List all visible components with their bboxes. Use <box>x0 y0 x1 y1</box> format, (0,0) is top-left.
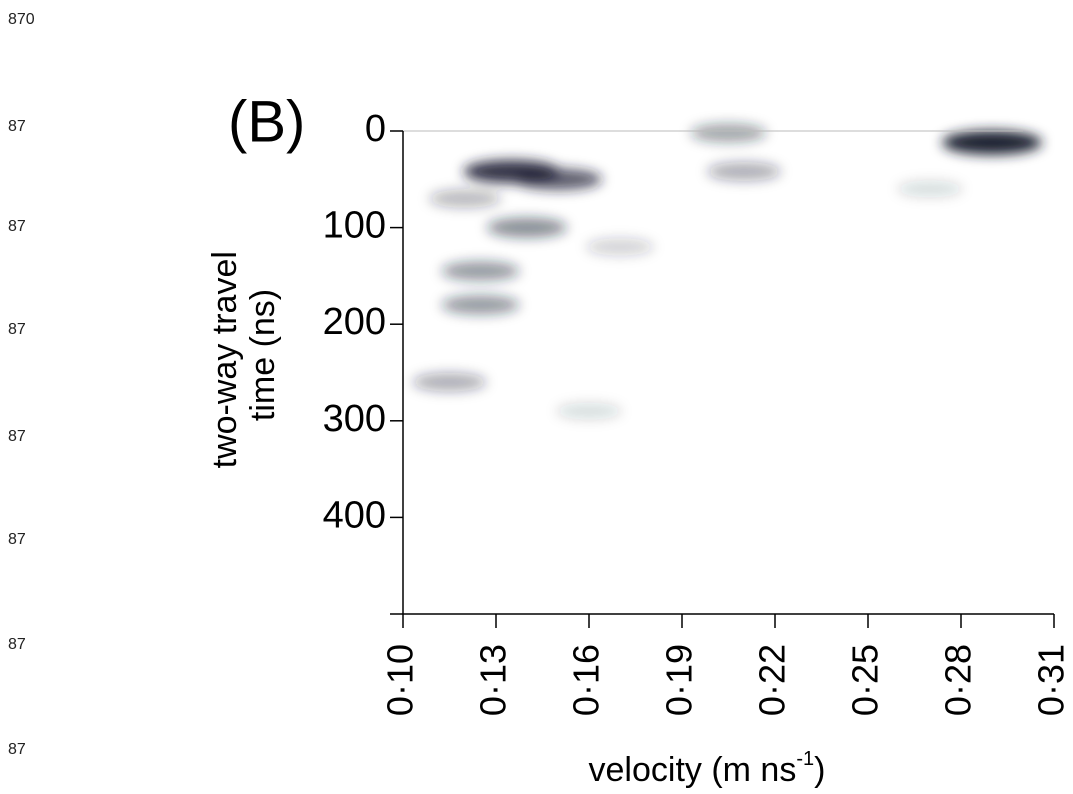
y-axis-label-line: two-way travel <box>206 251 244 468</box>
y-axis-label-line: time (ns) <box>244 289 282 421</box>
x-tick-label: 0·22 <box>752 644 793 716</box>
x-tick-label: 0·31 <box>1031 644 1072 716</box>
x-tick-label: 0·16 <box>566 644 607 716</box>
heat-cell <box>690 123 767 143</box>
y-tick-label: 400 <box>323 494 386 536</box>
panel-label: (B) <box>228 89 305 154</box>
heat-cell <box>441 261 520 281</box>
line-number: 87 <box>8 118 26 135</box>
heat-cell <box>514 168 602 191</box>
x-tick-label: 0·19 <box>659 644 700 716</box>
x-axis-label-sup: -1 <box>796 748 814 770</box>
line-number: 87 <box>8 218 26 235</box>
line-number: 87 <box>8 321 26 338</box>
line-number: 870 <box>8 11 35 28</box>
heatmap <box>412 123 1042 420</box>
line-number: 87 <box>8 428 26 445</box>
x-axis-label-text: velocity (m ns <box>589 751 797 789</box>
heat-cell <box>412 372 487 392</box>
heat-cell <box>897 180 963 198</box>
x-tick-label: 0·13 <box>473 644 514 716</box>
y-tick-label: 300 <box>323 398 386 440</box>
line-number: 87 <box>8 741 26 758</box>
line-number: 87 <box>8 531 26 548</box>
x-axis-label-end: ) <box>814 751 825 789</box>
y-tick-label: 200 <box>323 301 386 343</box>
line-number: 87 <box>8 636 26 653</box>
x-tick-label: 0·25 <box>845 644 886 716</box>
x-tick-label: 0·10 <box>380 644 421 716</box>
heat-cell <box>441 295 520 315</box>
y-tick-label: 100 <box>323 205 386 247</box>
heat-cell <box>556 402 622 420</box>
heat-cell <box>586 238 654 256</box>
heat-cell <box>487 217 567 238</box>
x-tick-label: 0·28 <box>938 644 979 716</box>
y-tick-label: 0 <box>365 108 386 150</box>
y-axis-label: two-way travel time (ns) <box>206 242 282 469</box>
x-axis-label: velocity (m ns-1) <box>589 748 826 789</box>
heat-cell <box>942 130 1042 155</box>
heat-cell <box>429 189 501 208</box>
heat-cell <box>707 162 781 181</box>
